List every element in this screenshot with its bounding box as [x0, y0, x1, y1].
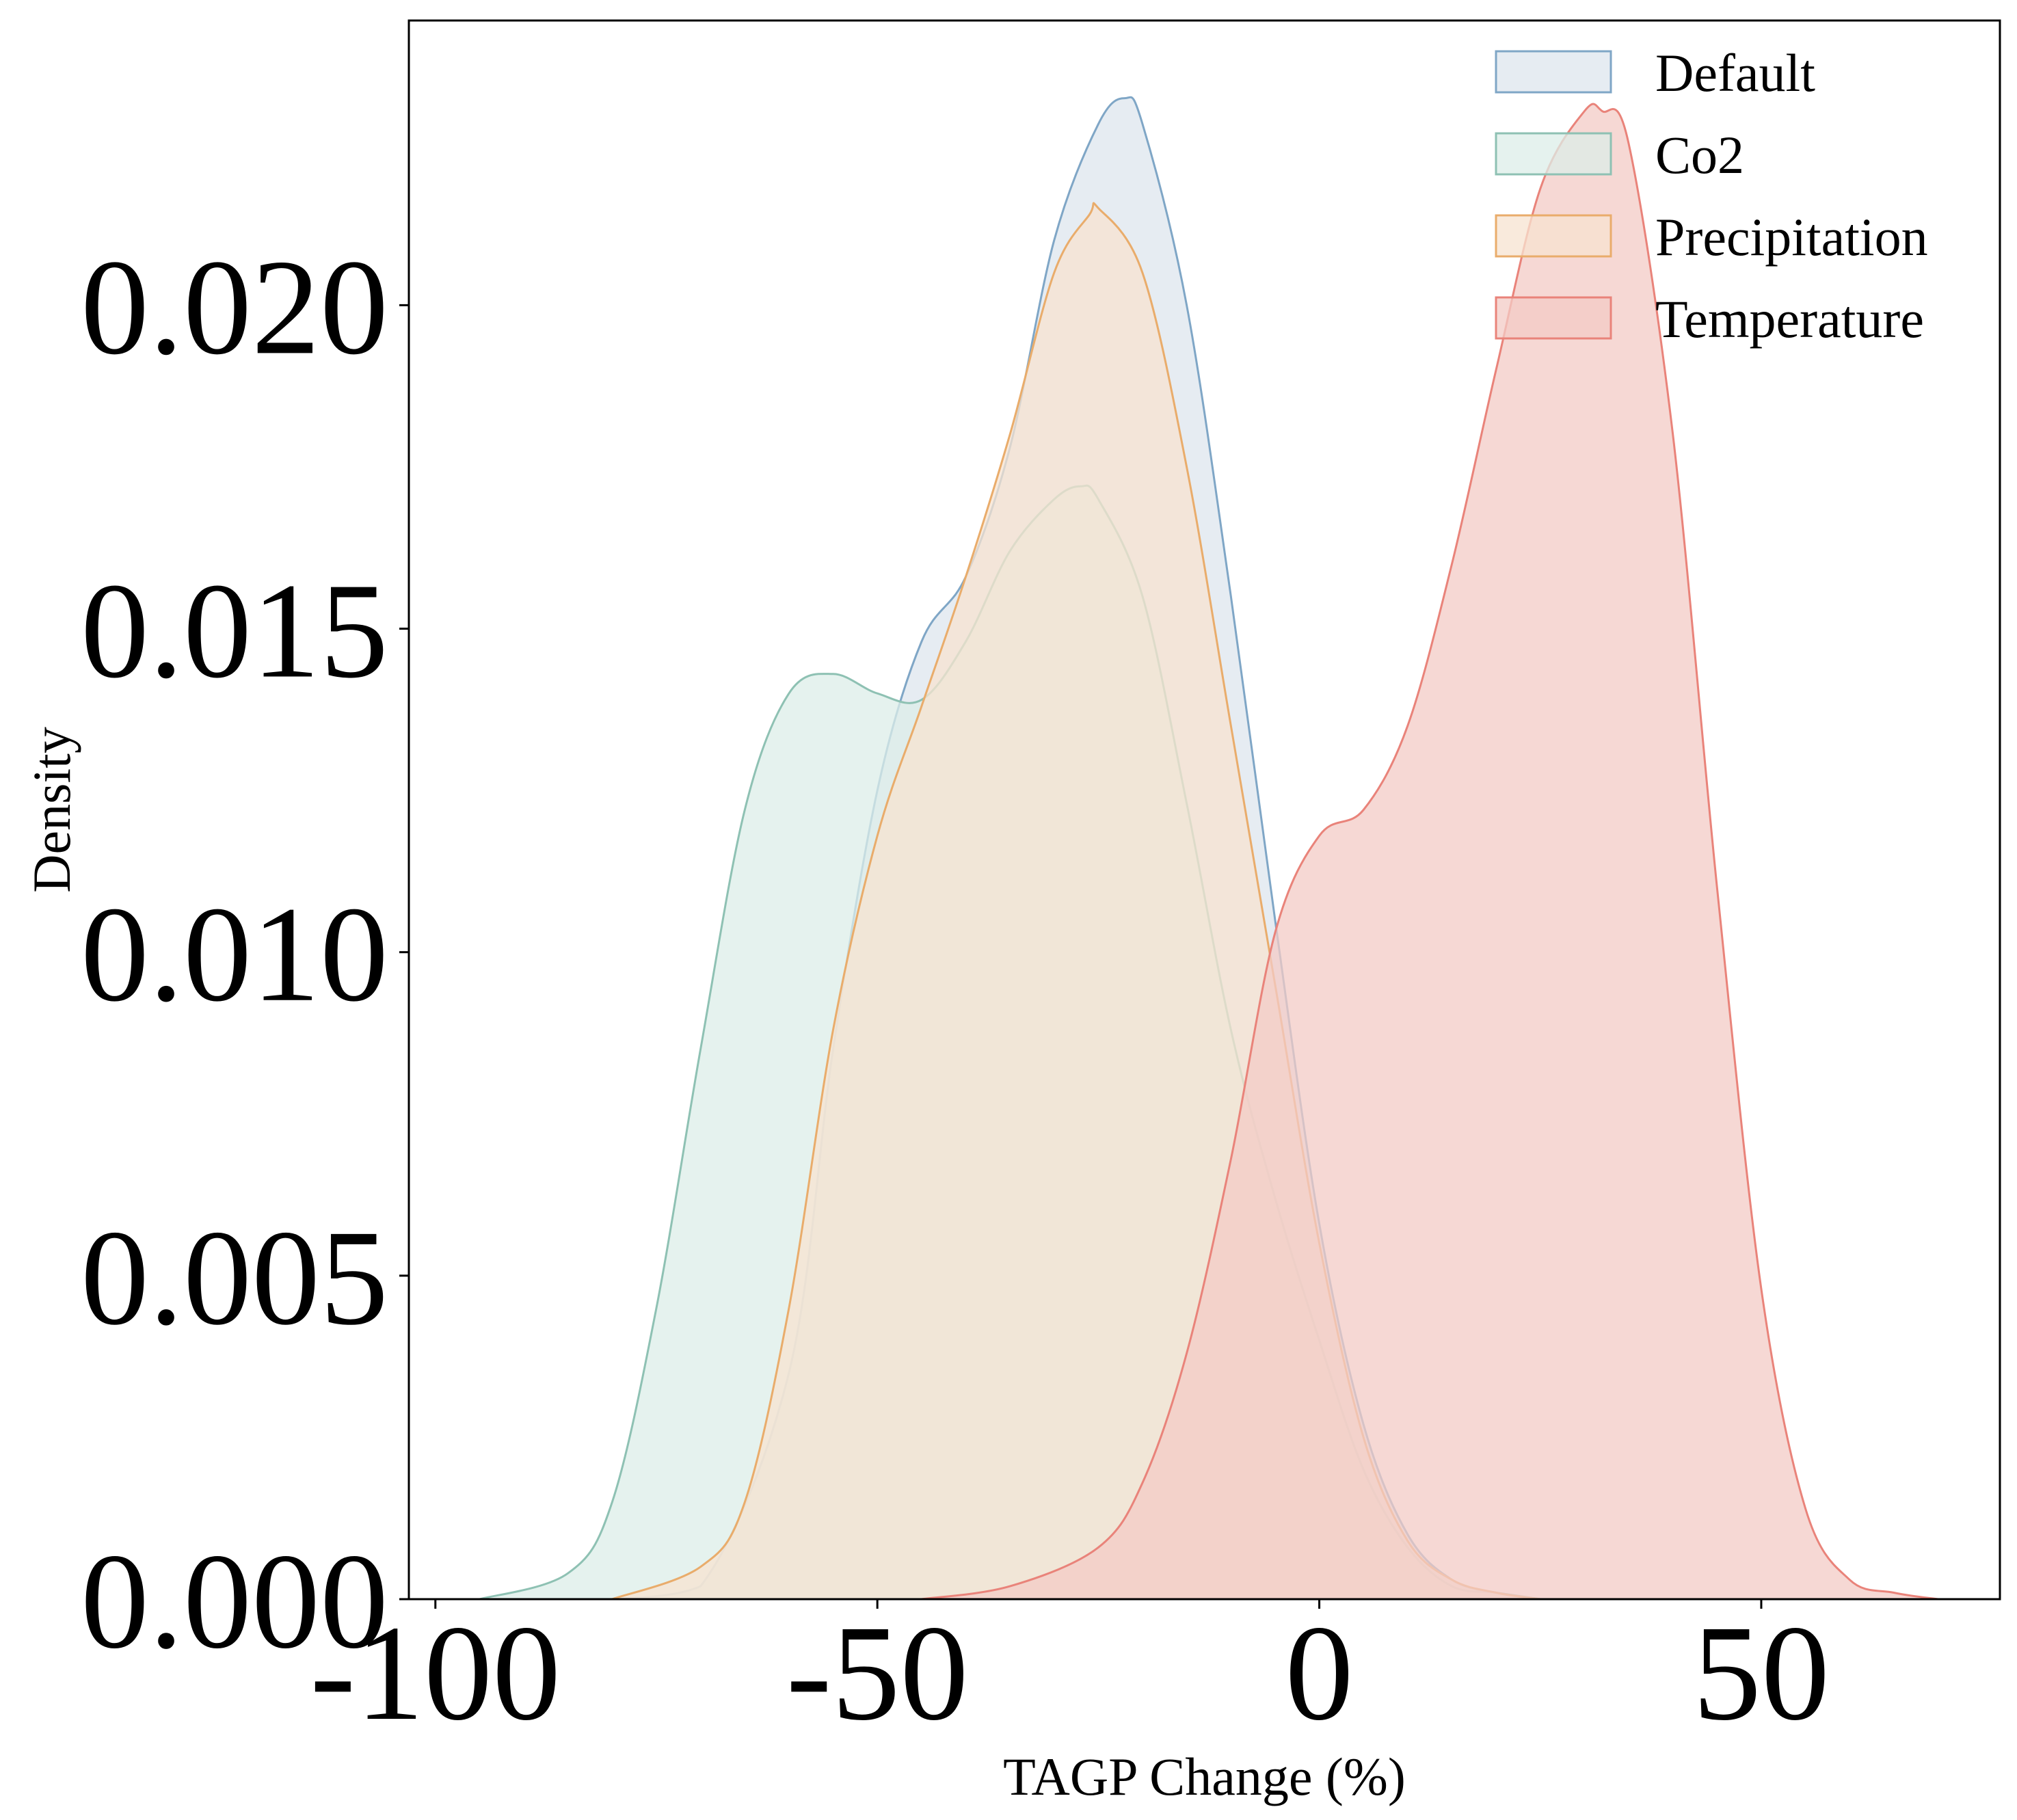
y-tick-label: 0.015 — [81, 556, 388, 707]
legend-item-co2: Co2 — [1495, 125, 1744, 185]
legend: Default Co2 Precipitation Temperature — [1495, 43, 1928, 349]
y-tick-label: 0.005 — [81, 1203, 388, 1354]
legend-swatch — [1495, 132, 1612, 176]
legend-label: Co2 — [1655, 125, 1744, 185]
legend-swatch — [1495, 296, 1612, 340]
y-tick-label: 0.000 — [81, 1526, 388, 1677]
legend-label: Temperature — [1655, 289, 1924, 349]
legend-swatch — [1495, 214, 1612, 258]
legend-swatch — [1495, 50, 1612, 94]
legend-item-default: Default — [1495, 43, 1815, 103]
y-axis: 0.000 0.005 0.010 0.015 0.020 — [81, 232, 409, 1677]
legend-item-precipitation: Precipitation — [1495, 207, 1928, 267]
y-tick-label: 0.020 — [81, 232, 388, 383]
x-axis: -100 -50 0 50 — [310, 1598, 1829, 1749]
legend-item-temperature: Temperature — [1495, 289, 1924, 349]
plot-frame — [408, 19, 2001, 1601]
y-tick-label: 0.010 — [81, 879, 388, 1030]
legend-label: Precipitation — [1655, 207, 1928, 267]
legend-label: Default — [1655, 43, 1815, 103]
density-area-temperature — [921, 104, 1938, 1600]
x-tick-label: 0 — [1285, 1598, 1354, 1749]
plot-areas — [479, 96, 1938, 1601]
y-axis-title: Density — [22, 727, 81, 893]
x-axis-title: TAGP Change (%) — [1003, 1747, 1406, 1806]
x-tick-label: -100 — [310, 1598, 561, 1749]
x-tick-label: -50 — [786, 1598, 969, 1749]
x-tick-label: 50 — [1693, 1598, 1830, 1749]
